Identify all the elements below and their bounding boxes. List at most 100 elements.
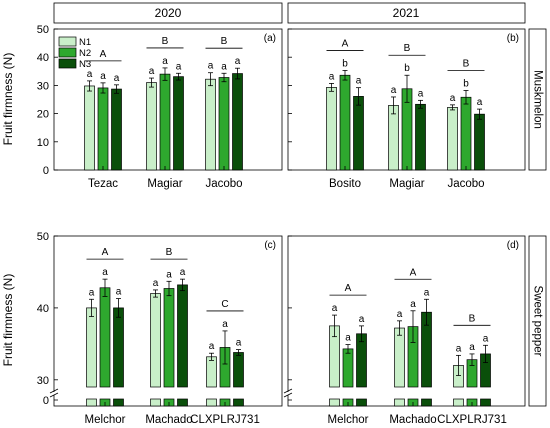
- group-letter: C: [221, 299, 228, 310]
- bar-n1-tezac: [84, 85, 95, 171]
- y-tick-label: 10: [37, 137, 49, 149]
- bar-base-n3-melchor: [113, 398, 124, 407]
- axis-break-mark: [49, 388, 59, 394]
- bar-n1-jacobo: [447, 107, 458, 171]
- significance-letter: a: [345, 333, 351, 344]
- significance-letter: a: [450, 93, 456, 104]
- significance-letter: a: [89, 287, 95, 298]
- x-tick-label: Magiar: [389, 178, 424, 190]
- row-header-muskmelon: Muskmelon: [528, 28, 547, 171]
- group-letter: A: [345, 283, 352, 294]
- group-letter: B: [166, 247, 173, 258]
- panel-tag: (b): [507, 33, 519, 44]
- significance-letter: a: [149, 66, 155, 77]
- axis-break-mark: [49, 392, 59, 398]
- significance-letter: a: [209, 341, 215, 352]
- year-header-2021: 2021: [287, 2, 526, 24]
- bar-n2-magiar: [159, 73, 171, 171]
- legend-label-n3: N3: [79, 59, 91, 70]
- x-tick-label: Magiar: [147, 178, 182, 190]
- significance-letter: a: [456, 343, 462, 354]
- significance-letter: a: [418, 88, 424, 99]
- significance-letter: a: [424, 287, 430, 298]
- y-tick-label: 0: [43, 165, 49, 177]
- significance-letter: a: [483, 333, 489, 344]
- y-tick-label: 30: [37, 80, 49, 92]
- significance-letter: a: [208, 61, 214, 72]
- y-tick-label: 20: [37, 109, 49, 121]
- bar-n3-magiar: [173, 76, 184, 171]
- bar-base-n3-clxplrj731: [480, 398, 491, 407]
- panel-frame: [287, 235, 526, 407]
- y-tick-label: 30: [37, 375, 49, 387]
- y-axis-label-top: Fruit firmness (N): [1, 53, 15, 146]
- bar-n1-melchor: [86, 307, 97, 388]
- bar-n2-bosito: [339, 74, 351, 171]
- bar-n1-clxplrj731: [206, 356, 217, 388]
- significance-letter: a: [100, 71, 106, 82]
- group-letter: A: [100, 49, 107, 60]
- bar-n1-machado: [150, 293, 161, 388]
- x-tick-label: Tezac: [88, 178, 118, 190]
- axis-break-mark: [283, 388, 293, 394]
- significance-letter: a: [222, 319, 228, 330]
- significance-letter: a: [116, 287, 122, 298]
- group-letter: A: [342, 38, 349, 49]
- y-tick-label-zero: 0: [43, 395, 49, 407]
- legend-swatch-n2: [58, 47, 77, 58]
- bar-base-n1-machado: [150, 398, 161, 407]
- panel-tag: (a): [264, 33, 276, 44]
- y-tick-label: 50: [37, 24, 49, 36]
- bar-n2-jacobo: [218, 77, 230, 171]
- significance-letter: a: [410, 299, 416, 310]
- year-header-2020: 2020: [53, 2, 283, 24]
- legend-swatch-n3: [58, 58, 77, 69]
- bar-n2-machado: [163, 288, 175, 388]
- x-tick-label: CLXPLRJ731: [437, 414, 507, 426]
- x-tick-label: Bosito: [329, 178, 361, 190]
- significance-letter: b: [463, 78, 469, 89]
- x-tick-label: Machado: [389, 414, 436, 426]
- group-letter: B: [221, 36, 228, 47]
- year-label-2021: 2021: [393, 6, 420, 20]
- significance-letter: a: [329, 71, 335, 82]
- group-letter: A: [102, 247, 109, 258]
- bar-n2-melchor: [99, 287, 111, 388]
- group-letter: B: [404, 43, 411, 54]
- bar-n3-magiar: [415, 103, 426, 171]
- significance-letter: a: [391, 85, 397, 96]
- bar-n2-melchor: [342, 348, 354, 388]
- bar-base-n3-clxplrj731: [233, 398, 244, 407]
- significance-letter: a: [153, 278, 159, 289]
- bar-n1-machado: [394, 327, 405, 388]
- group-letter: B: [469, 313, 476, 324]
- group-letter: B: [162, 36, 169, 47]
- bar-base-n3-machado: [421, 398, 432, 407]
- group-letter: B: [463, 58, 470, 69]
- significance-letter: a: [332, 303, 338, 314]
- x-tick-label: Jacobo: [205, 178, 242, 190]
- bar-n1-magiar: [146, 82, 157, 171]
- significance-letter: a: [180, 267, 186, 278]
- x-tick-label: Jacobo: [447, 178, 484, 190]
- significance-letter: a: [87, 69, 93, 80]
- significance-letter: a: [236, 338, 242, 349]
- significance-letter: a: [235, 56, 241, 67]
- bar-n3-jacobo: [232, 73, 243, 171]
- significance-letter: a: [221, 61, 227, 72]
- legend-label-n1: N1: [79, 37, 91, 48]
- bar-n1-bosito: [326, 87, 337, 171]
- y-tick-label: 40: [37, 52, 49, 64]
- panel-tag: (c): [264, 240, 276, 251]
- bar-n3-machado: [177, 284, 188, 388]
- significance-letter: a: [102, 267, 108, 278]
- legend-label-n2: N2: [79, 48, 91, 59]
- row-header-sweet-pepper: Sweet pepper: [528, 235, 547, 407]
- bar-n3-bosito: [353, 96, 364, 171]
- x-tick-label: Machado: [145, 414, 192, 426]
